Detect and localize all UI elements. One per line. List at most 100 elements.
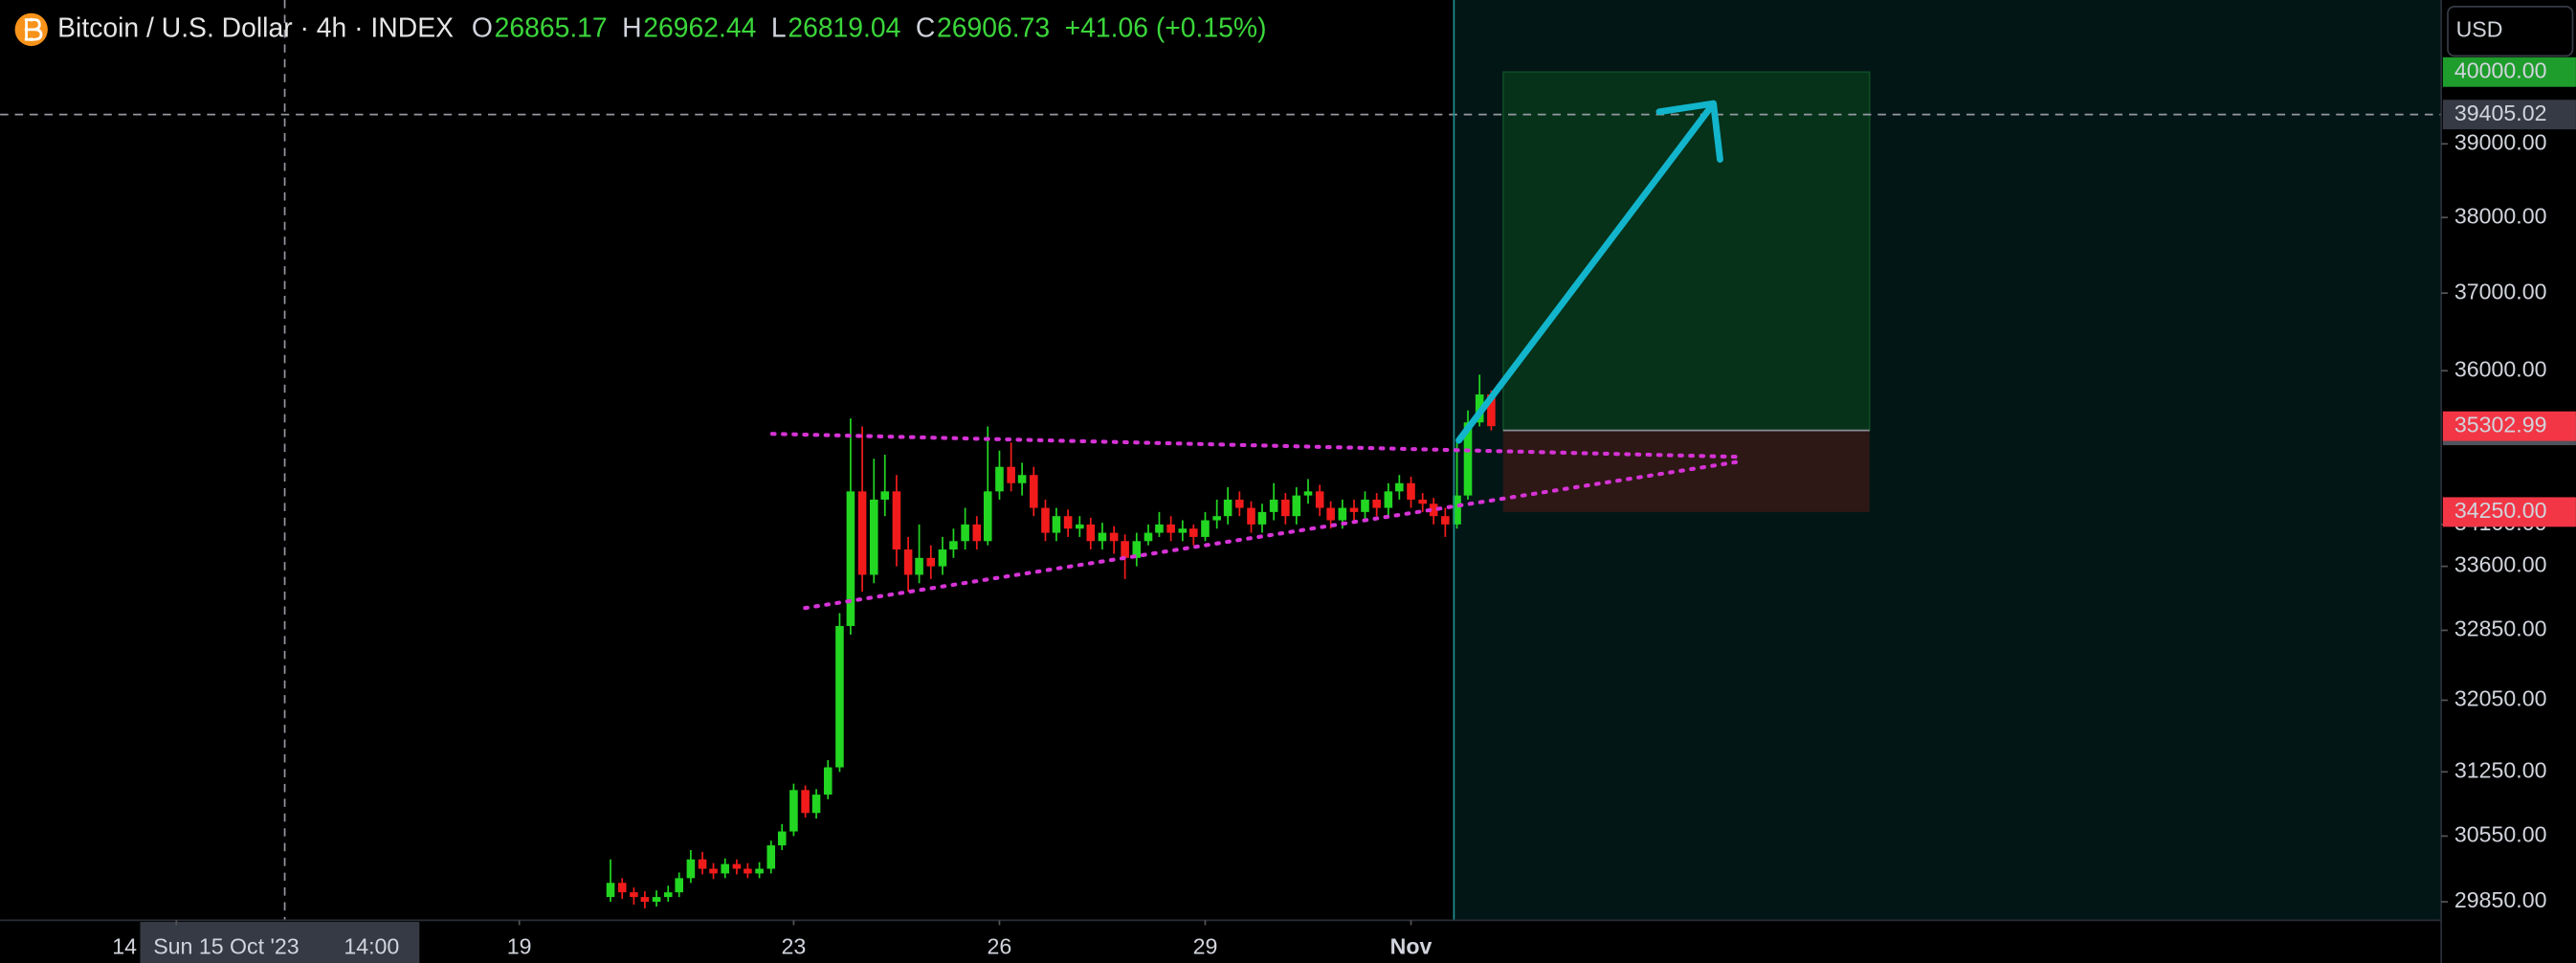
candle-body (1463, 422, 1473, 496)
candle-body (1098, 532, 1107, 542)
candle-body (926, 557, 936, 567)
y-tick-label: 33600.00 (2454, 552, 2547, 577)
profit-zone (1502, 71, 1871, 432)
trendline-lower[interactable] (803, 459, 1741, 611)
ohlc-key: H (622, 12, 641, 43)
candle-body (1007, 466, 1015, 483)
ohlc-value: 26962.44 (643, 12, 756, 43)
crosshair-date: Sun 15 Oct '23 (153, 934, 299, 959)
candle-body (1178, 528, 1188, 533)
last-price (2442, 411, 2576, 441)
x-tick-label: 14 (112, 934, 137, 959)
y-tick-label: 30550.00 (2454, 822, 2547, 847)
candle-body (1166, 524, 1175, 533)
candle-body (811, 795, 821, 814)
candle-body (846, 491, 855, 626)
candle-body (698, 859, 707, 869)
candle-body (1372, 499, 1381, 508)
candle-body (1223, 499, 1232, 517)
candle-body (983, 491, 992, 542)
ohlc-value: 26819.04 (788, 12, 900, 43)
ohlc-change: +41.06 (+0.15%) (1065, 12, 1267, 43)
currency-button[interactable] (2447, 6, 2574, 57)
candle-body (1269, 499, 1278, 512)
x-tick-label: Nov (1390, 934, 1432, 959)
candle-body (1121, 541, 1129, 558)
chart-title: Bitcoin / U.S. Dollar · 4h · INDEX (57, 12, 454, 43)
x-tick-label: 29 (1193, 934, 1218, 959)
candle-body (777, 831, 787, 846)
crosshair-time-box (140, 922, 420, 963)
ohlc-key: O (472, 12, 493, 43)
currency[interactable]: USD (2456, 17, 2503, 42)
candle-body (1487, 394, 1496, 427)
candle-body (1041, 507, 1050, 533)
candle-body (1395, 482, 1404, 492)
candle-body (961, 524, 969, 542)
candle-body (766, 845, 776, 869)
y-tick-label: 38000.00 (2454, 203, 2547, 228)
candle-body (675, 878, 684, 893)
candle-body (1076, 524, 1084, 529)
crosshair-price-text: 39405.02 (2454, 101, 2547, 125)
y-tick-label: 31250.00 (2454, 757, 2547, 782)
candle-body (1418, 499, 1428, 504)
candle-body (1429, 504, 1438, 517)
y-tick-label: 36000.00 (2454, 356, 2547, 381)
candle-body (709, 868, 718, 874)
candle-body (732, 863, 742, 869)
candle-body (1384, 491, 1393, 508)
loss-zone (1502, 430, 1870, 512)
candle-body (801, 790, 810, 814)
candle-body (869, 499, 878, 575)
candle-body (663, 892, 673, 898)
candle-body (903, 549, 913, 575)
candle-body (1349, 507, 1359, 512)
candle-body (1155, 524, 1164, 533)
target-price (2442, 56, 2576, 87)
candle-body (1017, 475, 1027, 483)
candle-body (938, 549, 947, 567)
candle-body (835, 625, 844, 768)
candle-body (744, 868, 752, 874)
candle-body (1326, 507, 1335, 521)
candle-body (1453, 495, 1461, 525)
candle-body (1201, 520, 1210, 537)
candle-body (789, 790, 798, 832)
candle-body (686, 859, 696, 879)
candle-body (1315, 491, 1324, 508)
candle-body (606, 883, 615, 898)
y-tick-label: 39000.00 (2454, 129, 2547, 154)
candle-body (1144, 532, 1153, 542)
candle-body (1212, 516, 1221, 521)
candle-body (652, 897, 661, 903)
stop-price-text: 34250.00 (2454, 498, 2547, 523)
y-tick-label: 32850.00 (2454, 616, 2547, 641)
crosshair-time: 14:00 (344, 934, 399, 959)
stop-price (2442, 497, 2576, 527)
price-axis (2441, 0, 2576, 963)
candle-body (617, 883, 627, 893)
candle-body (1407, 482, 1415, 500)
candle-body (1235, 499, 1244, 508)
trendline-upper[interactable] (769, 432, 1741, 459)
arrow[interactable] (1455, 100, 1723, 444)
candle-body (640, 897, 650, 903)
candle-body (721, 863, 730, 874)
y-tick-label: 37000.00 (2454, 279, 2547, 303)
ohlc-key: L (771, 12, 787, 43)
candle-body (1281, 499, 1290, 517)
candle-body (755, 868, 764, 874)
candle-body (880, 491, 890, 500)
ohlc-value: 26865.17 (495, 12, 608, 43)
candle-body (1029, 475, 1038, 508)
x-tick-label: 23 (782, 934, 807, 959)
candle-body (949, 541, 958, 550)
candle-body (630, 892, 638, 898)
candle-body (857, 491, 867, 575)
last-price-text: 35302.99 (2454, 412, 2547, 437)
x-tick-label: 26 (988, 934, 1012, 959)
candle-body (1052, 516, 1061, 533)
candle-body (1303, 491, 1313, 496)
coin-glyph (24, 17, 43, 41)
